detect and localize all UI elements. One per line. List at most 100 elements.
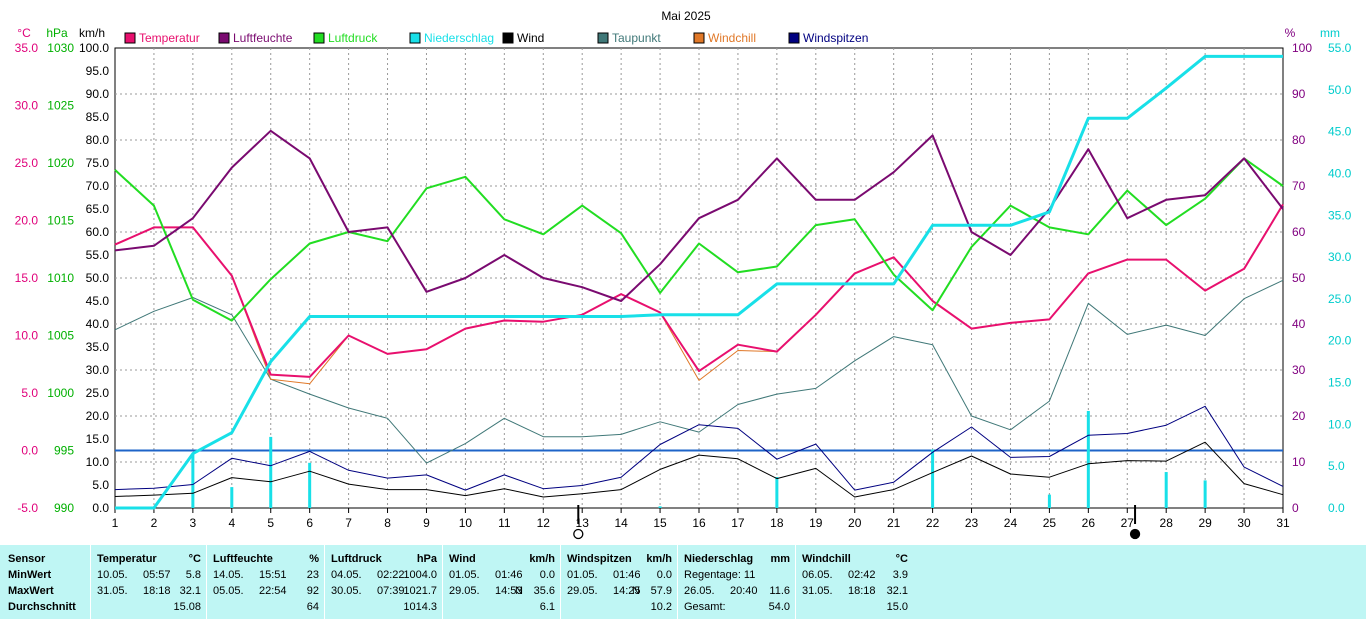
stat-cell: 22:54	[259, 585, 287, 597]
right-axis-tick-label: 70	[1292, 179, 1306, 193]
left-axis-unit: hPa	[46, 26, 68, 40]
stats-column-niederschlag: Niederschlag mm Regentage: 11 26.05. 20:40 11…	[677, 545, 796, 619]
left-axis-tick-label: 35.0	[86, 340, 110, 354]
x-tick-label: 17	[731, 516, 745, 530]
left-axis-tick-label: 995	[54, 444, 74, 458]
chart-background	[0, 0, 1366, 545]
right-axis-tick-label: 5.0	[1328, 459, 1345, 473]
left-axis-tick-label: 35.0	[15, 41, 39, 55]
stat-cell: km/h	[529, 553, 555, 565]
left-axis-tick-label: 60.0	[86, 225, 110, 239]
left-axis-tick-label: 5.0	[92, 478, 109, 492]
stat-cell: 35.6	[533, 585, 555, 597]
right-axis-tick-label: 60	[1292, 225, 1306, 239]
left-axis-tick-label: 1000	[47, 386, 74, 400]
stat-cell: 64	[306, 601, 319, 613]
precipitation-bar	[230, 487, 234, 508]
left-axis-tick-label: 95.0	[86, 64, 110, 78]
legend-label: Temperatur	[139, 31, 200, 45]
stat-cell: 15.08	[173, 601, 201, 613]
stat-cell: 18:18	[848, 585, 876, 597]
stat-cell: 57.9	[650, 585, 672, 597]
row-label-header: Sensor	[8, 553, 46, 565]
stat-cell: 01:46	[495, 569, 523, 581]
precipitation-bar	[1086, 410, 1090, 508]
left-axis-tick-label: 70.0	[86, 179, 110, 193]
legend-swatch	[502, 32, 514, 44]
left-axis-tick-label: 15.0	[86, 432, 110, 446]
right-axis-tick-label: 55.0	[1328, 41, 1352, 55]
right-axis-tick-label: 0	[1292, 501, 1299, 515]
full-moon-icon	[573, 528, 584, 540]
series-line-taupunkt	[114, 279, 1284, 464]
x-tick-label: 28	[1160, 516, 1174, 530]
legend-label: Windchill	[708, 31, 756, 45]
right-axis-tick-label: 25.0	[1328, 292, 1352, 306]
stat-cell: Luftdruck	[331, 553, 382, 565]
stat-cell: 23	[306, 569, 319, 581]
right-axis-tick-label: 40.0	[1328, 166, 1352, 180]
axes: 1 2 3 4 5 6 7 8 9 10 11 12 13 14 15 16 17 18 19 20 21 22 23 24 2…	[15, 26, 1352, 530]
stat-cell: °C	[188, 553, 201, 565]
new-moon-icon	[1129, 528, 1141, 540]
stat-cell: 54.0	[768, 601, 790, 613]
stat-cell: km/h	[646, 553, 672, 565]
precipitation-bar	[308, 462, 312, 508]
legend-label: Taupunkt	[612, 31, 661, 45]
left-axis-tick-label: -5.0	[17, 501, 38, 515]
left-axis-tick-label: 0.0	[21, 444, 38, 458]
stat-cell: 14:53	[495, 585, 523, 597]
legend-swatch	[313, 32, 325, 44]
moon-phases	[573, 505, 1141, 540]
x-tick-label: 7	[345, 516, 352, 530]
left-axis-tick-label: 15.0	[15, 271, 39, 285]
stat-cell: 14:25	[613, 585, 641, 597]
x-tick-label: 14	[614, 516, 628, 530]
precipitation-bar	[1203, 480, 1207, 508]
stat-cell: 32.1	[179, 585, 201, 597]
stat-cell: Niederschlag	[684, 553, 754, 565]
right-axis-tick-label: 50	[1292, 271, 1306, 285]
right-axis-tick-label: 15.0	[1328, 376, 1352, 390]
left-axis-tick-label: 20.0	[86, 409, 110, 423]
x-tick-label: 22	[926, 516, 940, 530]
series-line-luftdruck	[114, 157, 1284, 322]
right-axis-tick-label: 10.0	[1328, 417, 1352, 431]
left-axis-tick-label: 30.0	[15, 99, 39, 113]
precipitation-bar	[191, 453, 195, 508]
x-tick-label: 11	[498, 516, 511, 530]
precipitation-bar	[658, 506, 662, 508]
stat-cell: 02:42	[848, 569, 876, 581]
stat-cell: 26.05.	[684, 585, 715, 597]
legend-label: Luftdruck	[328, 31, 378, 45]
stat-cell: 02:22	[377, 569, 405, 581]
x-tick-label: 20	[848, 516, 862, 530]
left-axis-unit: km/h	[79, 26, 105, 40]
stat-cell: 01:46	[613, 569, 641, 581]
right-axis-tick-label: 20	[1292, 409, 1306, 423]
stat-cell: N	[515, 585, 523, 597]
stats-column-windchill: Windchill °C 06.05. 02:42 3.9 31.05. 18:18 32.1…	[795, 545, 914, 619]
left-axis-tick-label: 990	[54, 501, 74, 515]
stats-column-temperatur: Temperatur °C 10.05. 05:57 5.8 31.05. 18:18 32.…	[90, 545, 207, 619]
stat-cell: Windspitzen	[567, 553, 632, 565]
stats-column-luftfeuchte: Luftfeuchte% 14.05. 15:51 23 05.05. 22:54 92 64	[206, 545, 325, 619]
legend-label: Luftfeuchte	[233, 31, 293, 45]
stat-cell: 10.05.	[97, 569, 128, 581]
stat-cell: 18:18	[143, 585, 171, 597]
row-label-min: MinWert	[8, 569, 52, 581]
x-tick-label: 5	[267, 516, 274, 530]
stat-cell: Regentage: 11	[684, 569, 756, 581]
x-tick-label: 30	[1237, 516, 1251, 530]
x-tick-label: 1	[112, 516, 119, 530]
stat-cell: Windchill	[802, 553, 851, 565]
precipitation-bar	[775, 477, 779, 508]
left-axis-tick-label: 55.0	[86, 248, 110, 262]
x-tick-label: 4	[228, 516, 235, 530]
left-axis-tick-label: 50.0	[86, 271, 110, 285]
legend-label: Windspitzen	[803, 31, 868, 45]
stat-cell: mm	[770, 553, 790, 565]
right-axis-tick-label: 90	[1292, 87, 1306, 101]
left-axis-tick-label: 100.0	[79, 41, 109, 55]
left-axis-tick-label: 20.0	[15, 214, 39, 228]
